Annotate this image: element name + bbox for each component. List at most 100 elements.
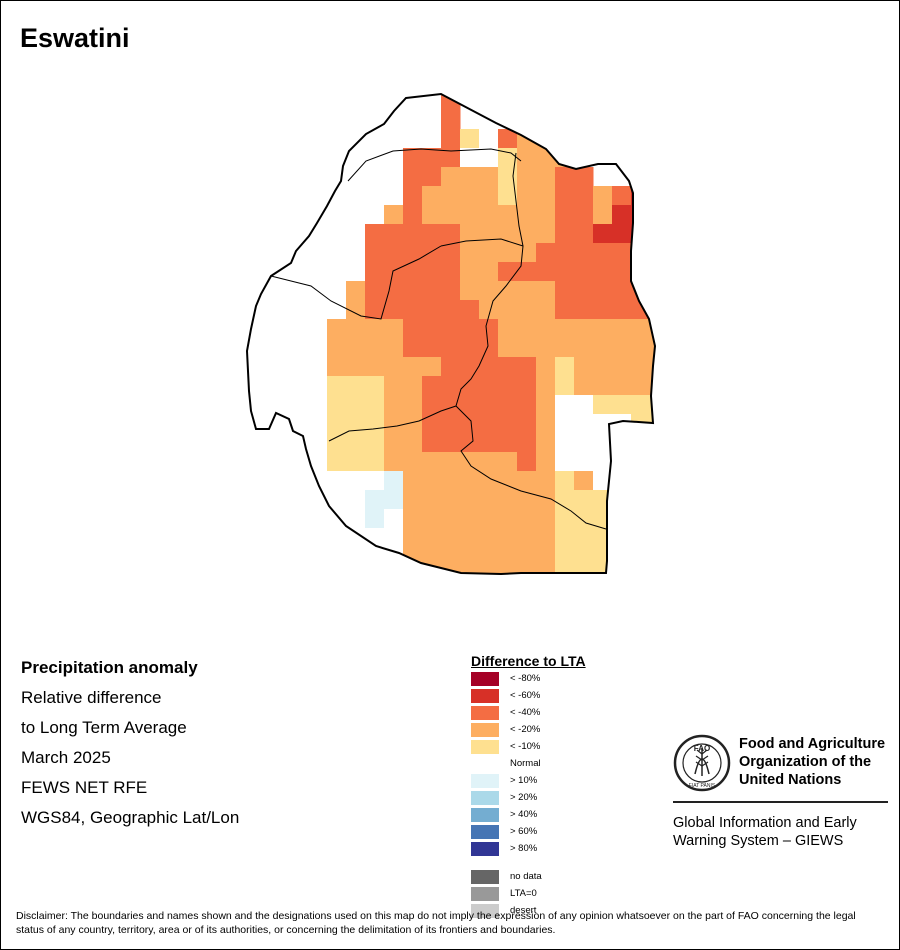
raster-cell xyxy=(384,452,404,472)
raster-cell xyxy=(669,376,689,396)
raster-cell xyxy=(593,319,613,339)
raster-cell xyxy=(327,319,347,339)
raster-cell xyxy=(593,490,613,510)
raster-cell xyxy=(346,376,366,396)
raster-cell xyxy=(479,452,499,472)
raster-cell xyxy=(574,547,594,567)
fao-emblem-icon: FAO FIAT PANIS xyxy=(673,734,731,792)
raster-cell xyxy=(669,433,689,453)
raster-cell xyxy=(403,604,423,624)
raster-cell xyxy=(650,471,655,491)
raster-cell xyxy=(403,414,423,434)
raster-cell xyxy=(536,509,556,529)
raster-cell xyxy=(536,528,556,548)
raster-cell xyxy=(650,452,655,472)
raster-cell xyxy=(441,300,461,320)
raster-cell xyxy=(441,110,461,130)
raster-cell xyxy=(593,414,613,434)
raster-cell xyxy=(460,585,480,605)
raster-cell xyxy=(441,623,461,641)
raster-cell xyxy=(631,357,651,377)
raster-cell xyxy=(403,281,423,301)
giews-name: Global Information and Early Warning Sys… xyxy=(673,815,857,849)
legend-label: > 10% xyxy=(510,775,538,786)
legend-label: desert xyxy=(510,905,537,916)
raster-cell xyxy=(612,623,632,641)
map-title: Eswatini xyxy=(20,23,130,53)
raster-cell xyxy=(479,186,499,206)
raster-cell xyxy=(612,433,632,453)
raster-cell xyxy=(631,623,651,641)
raster-cell xyxy=(441,94,461,111)
raster-cell xyxy=(460,319,480,339)
raster-cell xyxy=(517,94,537,111)
raster-cell xyxy=(479,471,499,491)
raster-cell xyxy=(574,167,594,187)
info-line-2: to Long Term Average xyxy=(21,718,187,737)
raster-cell xyxy=(517,338,537,358)
raster-cell xyxy=(612,509,632,529)
raster-cell xyxy=(650,509,655,529)
raster-cell xyxy=(365,300,385,320)
raster-cell xyxy=(593,585,613,605)
raster-cell xyxy=(479,414,499,434)
raster-cell xyxy=(498,623,518,641)
raster-cell xyxy=(384,376,404,396)
raster-cell xyxy=(612,585,632,605)
raster-cell xyxy=(650,490,655,510)
raster-cell xyxy=(365,452,385,472)
raster-cell xyxy=(460,395,480,415)
raster-cell xyxy=(403,148,423,168)
raster-cell xyxy=(460,186,480,206)
raster-cell xyxy=(612,528,632,548)
raster-cell xyxy=(707,395,727,415)
legend-swatch xyxy=(471,791,499,805)
raster-cell xyxy=(384,300,404,320)
raster-cell xyxy=(365,414,385,434)
raster-cell xyxy=(631,319,651,339)
legend-label: < -40% xyxy=(510,707,541,718)
raster-cell xyxy=(688,528,708,548)
raster-cell xyxy=(498,281,518,301)
legend-label: no data xyxy=(510,871,542,882)
raster-cell xyxy=(555,585,575,605)
raster-cell xyxy=(574,243,594,263)
raster-cell xyxy=(574,414,594,434)
raster-cell xyxy=(365,338,385,358)
raster-cell xyxy=(327,376,347,396)
anomaly-map xyxy=(245,92,727,641)
raster-cell xyxy=(650,224,655,244)
raster-cell xyxy=(403,471,423,491)
raster-cell xyxy=(517,509,537,529)
raster-cell xyxy=(422,281,442,301)
raster-cell xyxy=(650,433,655,453)
raster-cell xyxy=(460,148,480,168)
raster-cell xyxy=(479,376,499,396)
raster-cell xyxy=(422,338,442,358)
raster-cell xyxy=(403,167,423,187)
raster-cell xyxy=(384,585,404,605)
raster-cell xyxy=(593,357,613,377)
raster-cell xyxy=(650,547,655,567)
raster-cell xyxy=(612,376,632,396)
raster-cell xyxy=(365,509,385,529)
raster-cell xyxy=(593,281,613,301)
raster-cell xyxy=(327,433,347,453)
legend-swatch xyxy=(471,870,499,884)
raster-cell xyxy=(669,547,689,567)
raster-cell xyxy=(422,205,442,225)
raster-cell xyxy=(707,471,727,491)
raster-cell xyxy=(422,357,442,377)
raster-cell xyxy=(612,243,632,263)
raster-cell xyxy=(650,585,670,605)
raster-cell xyxy=(631,585,651,605)
raster-cell xyxy=(555,338,575,358)
region-borders xyxy=(270,148,607,530)
raster-cell xyxy=(536,395,556,415)
raster-cell xyxy=(422,433,442,453)
raster-cell xyxy=(384,319,404,339)
raster-cell xyxy=(574,452,594,472)
raster-cell xyxy=(574,357,594,377)
raster-cell xyxy=(460,509,480,529)
raster-cell xyxy=(593,205,613,225)
